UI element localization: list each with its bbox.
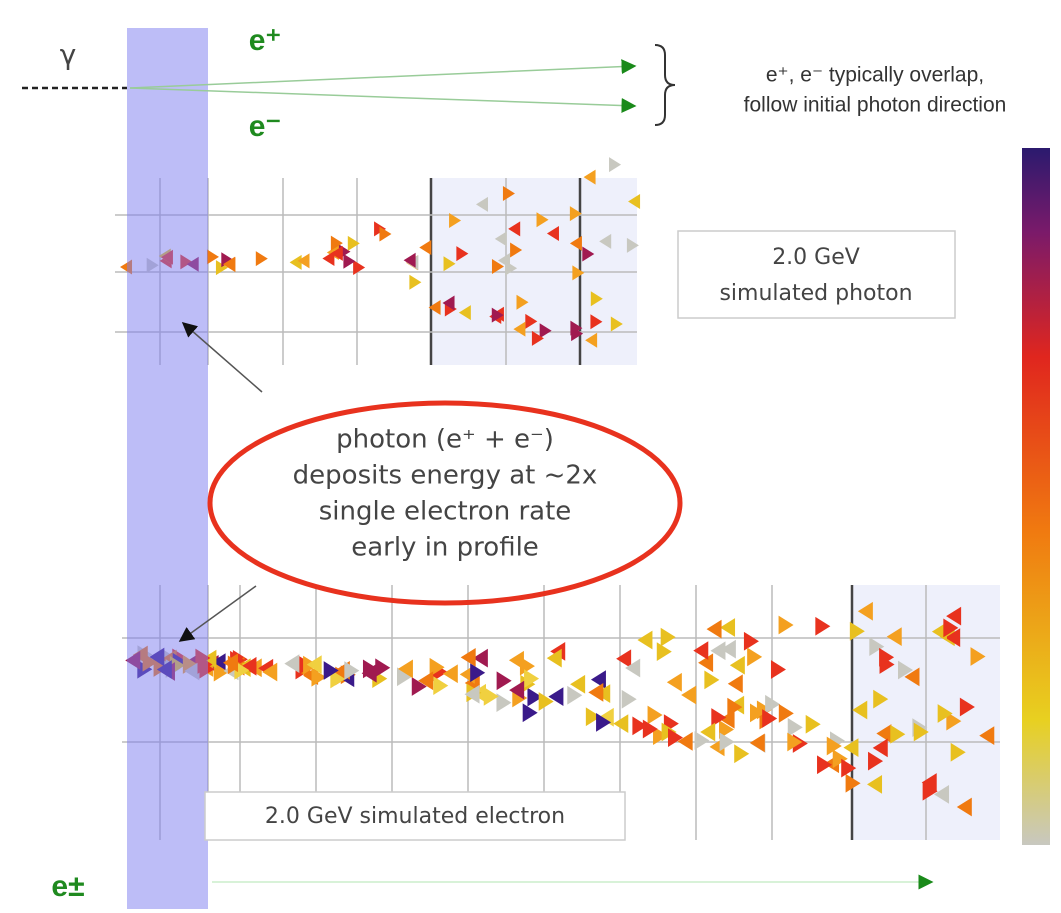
deposit bbox=[734, 744, 749, 763]
panel-label: simulated photon bbox=[719, 281, 912, 306]
deposit bbox=[681, 686, 696, 705]
brace bbox=[655, 45, 675, 125]
deposit bbox=[419, 240, 431, 255]
deposit bbox=[637, 631, 652, 650]
deposit bbox=[730, 656, 745, 675]
deposit bbox=[779, 616, 794, 635]
deposit bbox=[443, 664, 458, 683]
deposit bbox=[668, 728, 683, 747]
electron-label: e⁻ bbox=[249, 110, 282, 143]
callout-text: deposits energy at ~2x bbox=[293, 461, 598, 491]
diagram: γ e⁺ e⁻ e± e⁺, e⁻ typically overlap, fol… bbox=[0, 0, 1061, 909]
panel-label: 2.0 GeV simulated electron bbox=[265, 804, 565, 829]
deposit bbox=[409, 275, 421, 290]
deposit bbox=[704, 671, 719, 690]
panel-label: 2.0 GeV bbox=[772, 245, 860, 270]
callout-text: photon (e⁺ + e⁻) bbox=[336, 425, 554, 455]
deposit bbox=[509, 651, 524, 670]
deposit bbox=[256, 251, 268, 266]
deposit bbox=[728, 674, 743, 693]
deposit bbox=[720, 733, 735, 752]
deposit bbox=[815, 617, 830, 636]
deposit bbox=[609, 157, 621, 172]
deposit bbox=[375, 658, 390, 677]
absorber-band bbox=[127, 28, 208, 909]
deposit bbox=[779, 704, 794, 723]
lepton-label: e± bbox=[51, 870, 84, 903]
callout-text: single electron rate bbox=[319, 497, 572, 527]
deposit bbox=[661, 628, 676, 647]
deposit bbox=[348, 236, 360, 251]
deposit bbox=[497, 671, 512, 690]
deposit bbox=[588, 683, 603, 702]
colorbar bbox=[1022, 148, 1050, 845]
deposit bbox=[616, 649, 631, 668]
deposit bbox=[788, 718, 803, 737]
deposit bbox=[678, 732, 693, 751]
annotation: e⁺, e⁻ typically overlap, bbox=[766, 64, 984, 87]
deposit bbox=[762, 709, 777, 728]
deposit bbox=[744, 632, 759, 651]
positron-label: e⁺ bbox=[249, 24, 282, 57]
deposit bbox=[817, 755, 832, 774]
deposit bbox=[496, 693, 511, 712]
deposit bbox=[707, 620, 722, 639]
deposit bbox=[667, 673, 682, 692]
deposit bbox=[771, 660, 786, 679]
callout-text: early in profile bbox=[351, 533, 539, 563]
photon-label: γ bbox=[60, 38, 77, 71]
deposit bbox=[404, 253, 416, 268]
deposit bbox=[433, 676, 448, 695]
annotation: follow initial photon direction bbox=[744, 94, 1007, 117]
deposit bbox=[720, 618, 735, 637]
deposit bbox=[806, 715, 821, 734]
deposit bbox=[648, 706, 663, 725]
deposit bbox=[613, 714, 628, 733]
deposit bbox=[523, 703, 538, 722]
deposit bbox=[750, 734, 765, 753]
deposit bbox=[622, 690, 637, 709]
deposit bbox=[657, 642, 672, 661]
deposit bbox=[747, 647, 762, 666]
deposit bbox=[284, 654, 299, 673]
deposit bbox=[290, 255, 302, 270]
